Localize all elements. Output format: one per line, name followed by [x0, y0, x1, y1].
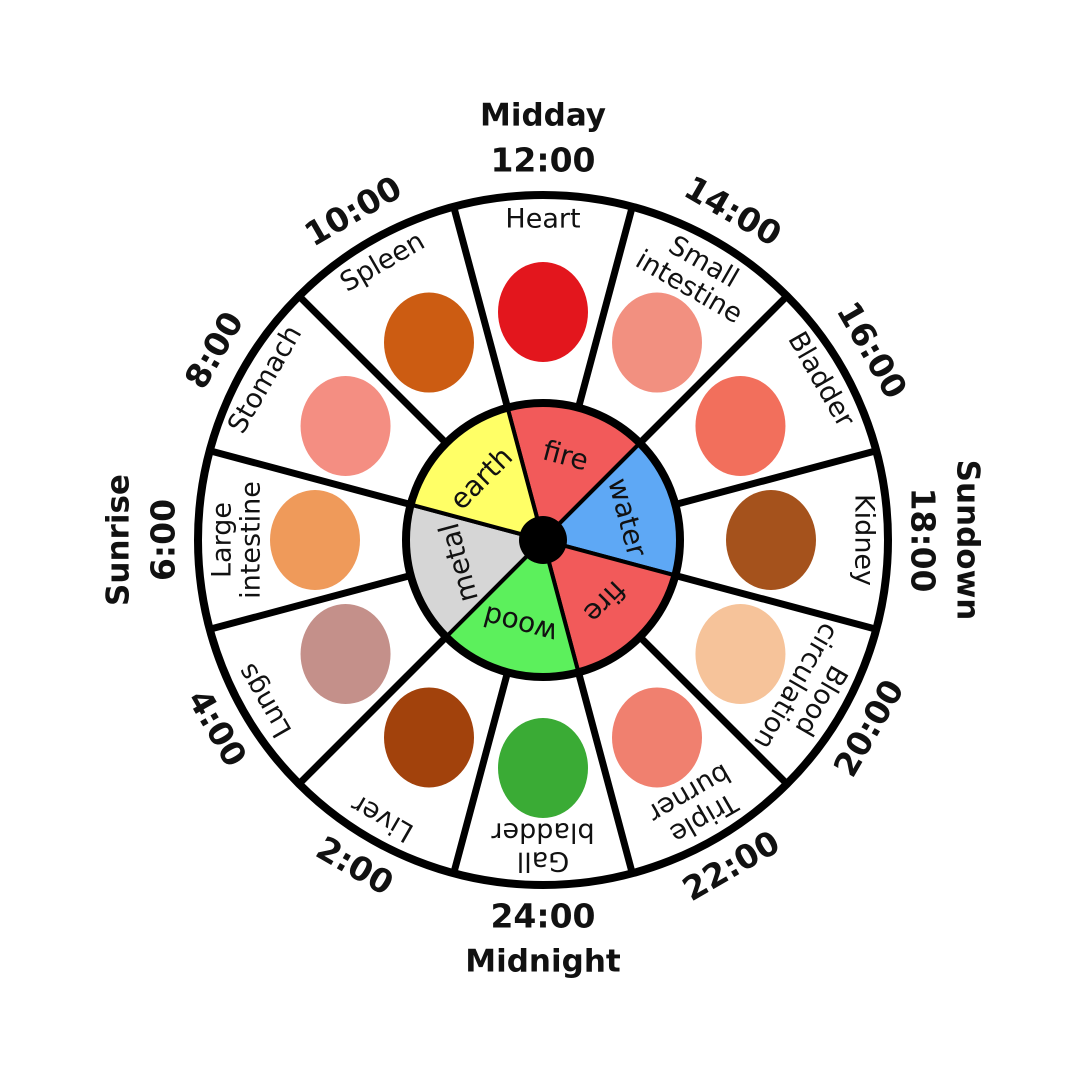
organ-label-group: Heart — [505, 204, 580, 235]
organ-icon — [300, 604, 391, 704]
organ-label: intestine — [236, 481, 267, 599]
organ-icon — [300, 376, 391, 476]
hour-label: 24:00 — [490, 897, 595, 936]
organ-label: Heart — [505, 204, 580, 235]
divider — [450, 205, 511, 409]
divider — [637, 634, 790, 787]
inner-ring — [402, 399, 684, 681]
organ-label: Large — [207, 502, 238, 578]
divider — [674, 447, 878, 508]
divider — [674, 572, 878, 633]
divider — [575, 671, 636, 875]
divider — [575, 205, 636, 409]
organ-label: bladder — [491, 817, 595, 848]
hour-label: 18:00 — [904, 487, 943, 592]
time-of-day-label: Midday — [480, 98, 606, 134]
divider — [637, 293, 790, 446]
divider — [208, 572, 412, 633]
organ-icon — [384, 687, 474, 788]
organ-icon — [498, 262, 588, 362]
time-of-day-label: Sundown — [950, 460, 986, 621]
center-dot — [519, 516, 567, 564]
divider — [208, 447, 412, 508]
organ-icon — [695, 604, 786, 704]
divider — [450, 671, 511, 875]
organ-icon — [498, 718, 588, 818]
organ-label: Kidney — [849, 494, 880, 586]
divider — [296, 634, 449, 787]
organ-icon — [695, 376, 786, 476]
organ-icon — [612, 687, 702, 788]
organ-icon — [270, 490, 360, 590]
divider — [296, 293, 449, 446]
organ-icon — [384, 292, 474, 393]
time-of-day-label: Midnight — [465, 944, 621, 980]
time-of-day-label: Sunrise — [101, 474, 137, 606]
organ-label-group: Kidney — [849, 494, 880, 586]
organ-label: Gall — [517, 846, 569, 877]
hour-label: 6:00 — [144, 499, 183, 581]
organ-icon — [612, 292, 702, 393]
hour-label: 12:00 — [490, 141, 595, 180]
organ-icon — [726, 490, 816, 590]
